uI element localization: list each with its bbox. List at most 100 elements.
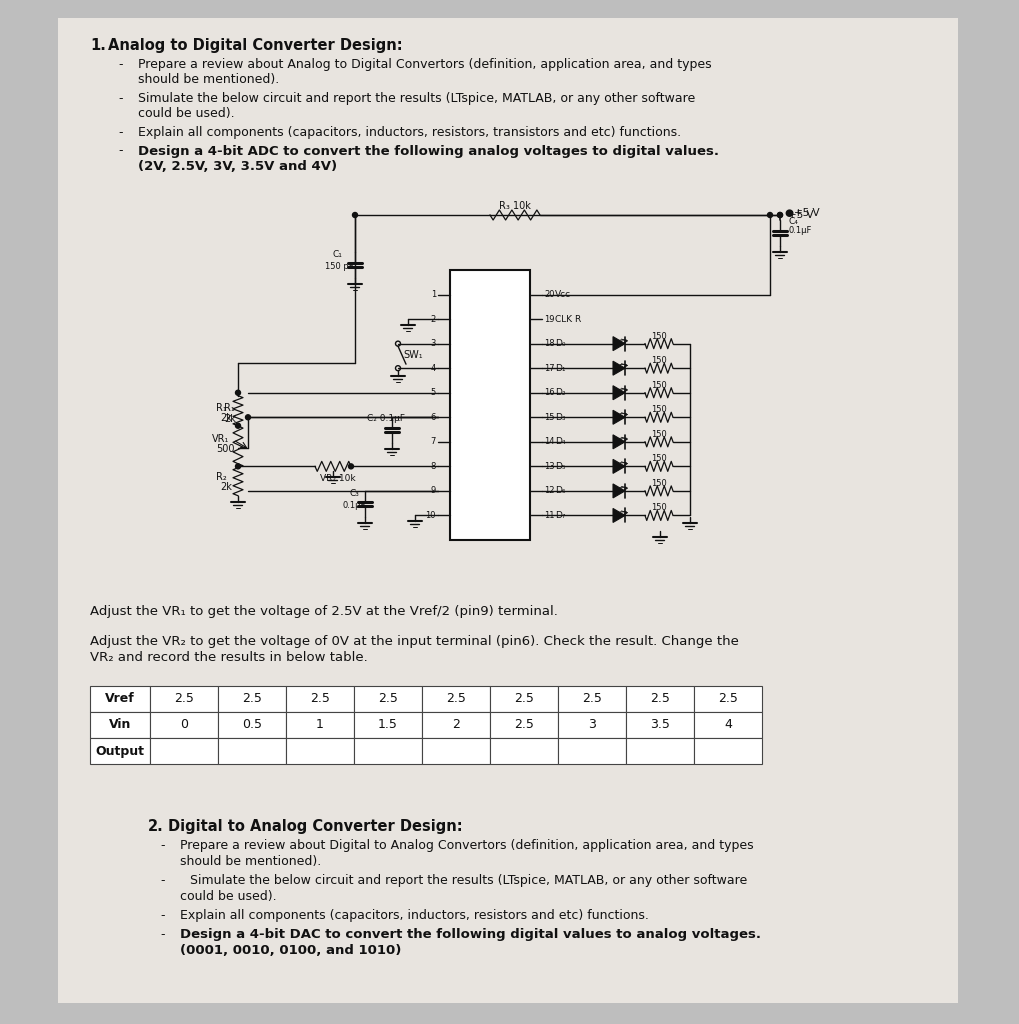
Text: -: - bbox=[118, 144, 122, 158]
Text: -: - bbox=[118, 126, 122, 139]
Text: could be used).: could be used). bbox=[138, 108, 234, 121]
Text: 2.5: 2.5 bbox=[243, 692, 262, 706]
Text: 2.: 2. bbox=[148, 819, 164, 834]
Bar bbox=[90, 738, 150, 764]
Text: C₁: C₁ bbox=[333, 250, 342, 259]
Text: 1: 1 bbox=[431, 290, 436, 299]
Bar bbox=[490, 738, 558, 764]
Text: C₃: C₃ bbox=[350, 488, 360, 498]
Text: Explain all components (capacitors, inductors, resistors, transistors and etc) f: Explain all components (capacitors, indu… bbox=[138, 126, 681, 139]
Text: 2.5: 2.5 bbox=[446, 692, 466, 706]
Circle shape bbox=[767, 213, 772, 217]
Bar bbox=[694, 738, 762, 764]
Polygon shape bbox=[613, 460, 625, 473]
Bar bbox=[694, 712, 762, 738]
Text: 0: 0 bbox=[180, 719, 187, 731]
Bar bbox=[490, 686, 558, 712]
Text: D₄: D₄ bbox=[555, 437, 566, 446]
Text: Vin: Vin bbox=[109, 719, 131, 731]
Bar bbox=[286, 738, 354, 764]
Text: 0.5: 0.5 bbox=[242, 719, 262, 731]
Text: Prepare a review about Digital to Analog Convertors (definition, application are: Prepare a review about Digital to Analog… bbox=[180, 839, 754, 852]
Text: 0.1μF: 0.1μF bbox=[789, 226, 812, 234]
Text: 10: 10 bbox=[426, 511, 436, 520]
Text: Simulate the below circuit and report the results (LTspice, MATLAB, or any other: Simulate the below circuit and report th… bbox=[138, 92, 695, 105]
Bar bbox=[218, 738, 286, 764]
Text: 500: 500 bbox=[216, 443, 234, 454]
Bar bbox=[286, 686, 354, 712]
Text: Adjust the VR₂ to get the voltage of 0V at the input terminal (pin6). Check the : Adjust the VR₂ to get the voltage of 0V … bbox=[90, 635, 739, 648]
Circle shape bbox=[235, 423, 240, 428]
Text: 12: 12 bbox=[544, 486, 554, 496]
Circle shape bbox=[777, 213, 783, 217]
Text: 16: 16 bbox=[544, 388, 554, 397]
Text: 2.5: 2.5 bbox=[650, 692, 669, 706]
Text: 150: 150 bbox=[651, 381, 666, 390]
Text: Digital to Analog Converter Design:: Digital to Analog Converter Design: bbox=[168, 819, 463, 834]
Polygon shape bbox=[613, 361, 625, 375]
Bar bbox=[694, 686, 762, 712]
Text: 1.: 1. bbox=[90, 38, 106, 53]
Text: C₄: C₄ bbox=[789, 217, 799, 226]
Text: 3: 3 bbox=[588, 719, 596, 731]
Text: D₃: D₃ bbox=[555, 413, 566, 422]
Bar bbox=[422, 738, 490, 764]
Text: 150: 150 bbox=[651, 406, 666, 415]
Text: 13: 13 bbox=[544, 462, 554, 471]
Text: 150: 150 bbox=[651, 504, 666, 512]
Text: SW₁: SW₁ bbox=[403, 349, 423, 359]
Text: Adjust the VR₁ to get the voltage of 2.5V at the Vref/2 (pin9) terminal.: Adjust the VR₁ to get the voltage of 2.5… bbox=[90, 605, 557, 618]
Bar bbox=[626, 738, 694, 764]
Text: R₁: R₁ bbox=[216, 402, 227, 413]
Text: -: - bbox=[160, 928, 164, 941]
Text: -: - bbox=[118, 92, 122, 105]
Bar bbox=[218, 712, 286, 738]
Bar bbox=[354, 686, 422, 712]
Text: 3: 3 bbox=[431, 339, 436, 348]
Text: D₇: D₇ bbox=[555, 511, 566, 520]
Text: D₂: D₂ bbox=[555, 388, 566, 397]
Text: 2.5: 2.5 bbox=[718, 692, 738, 706]
Bar bbox=[558, 686, 626, 712]
Bar bbox=[150, 738, 218, 764]
Text: 2k: 2k bbox=[220, 413, 232, 423]
Text: 0.1μF: 0.1μF bbox=[343, 501, 367, 510]
Bar bbox=[354, 712, 422, 738]
Text: -: - bbox=[160, 839, 164, 852]
Circle shape bbox=[235, 390, 240, 395]
Text: could be used).: could be used). bbox=[180, 890, 276, 903]
Text: (0001, 0010, 0100, and 1010): (0001, 0010, 0100, and 1010) bbox=[180, 944, 401, 957]
Text: VR₂ 10k: VR₂ 10k bbox=[320, 474, 356, 483]
Text: -: - bbox=[160, 874, 164, 887]
Bar bbox=[626, 712, 694, 738]
Polygon shape bbox=[613, 509, 625, 522]
Circle shape bbox=[348, 464, 354, 469]
Bar bbox=[558, 712, 626, 738]
Text: 4: 4 bbox=[431, 364, 436, 373]
Bar bbox=[150, 712, 218, 738]
Text: Simulate the below circuit and report the results (LTspice, MATLAB, or any other: Simulate the below circuit and report th… bbox=[190, 874, 747, 887]
Text: -: - bbox=[118, 58, 122, 71]
Text: 150: 150 bbox=[651, 356, 666, 366]
Text: 150 pF: 150 pF bbox=[325, 262, 354, 271]
Text: 2.5: 2.5 bbox=[582, 692, 602, 706]
Polygon shape bbox=[613, 484, 625, 498]
Text: Output: Output bbox=[96, 744, 145, 758]
Text: -: - bbox=[160, 909, 164, 922]
Text: CLK R: CLK R bbox=[555, 314, 581, 324]
Text: Analog to Digital Converter Design:: Analog to Digital Converter Design: bbox=[108, 38, 403, 53]
Bar bbox=[422, 686, 490, 712]
Text: D₆: D₆ bbox=[555, 486, 566, 496]
Text: C₂ 0.1μF: C₂ 0.1μF bbox=[367, 415, 405, 423]
Text: should be mentioned).: should be mentioned). bbox=[138, 74, 279, 86]
Text: 2: 2 bbox=[452, 719, 460, 731]
Text: 2.5: 2.5 bbox=[378, 692, 398, 706]
Text: Vcc: Vcc bbox=[555, 290, 571, 299]
Polygon shape bbox=[613, 435, 625, 449]
Bar bbox=[150, 686, 218, 712]
Polygon shape bbox=[613, 386, 625, 399]
Text: 5: 5 bbox=[431, 388, 436, 397]
Text: 4: 4 bbox=[725, 719, 732, 731]
Text: 18: 18 bbox=[544, 339, 554, 348]
Bar bbox=[90, 712, 150, 738]
